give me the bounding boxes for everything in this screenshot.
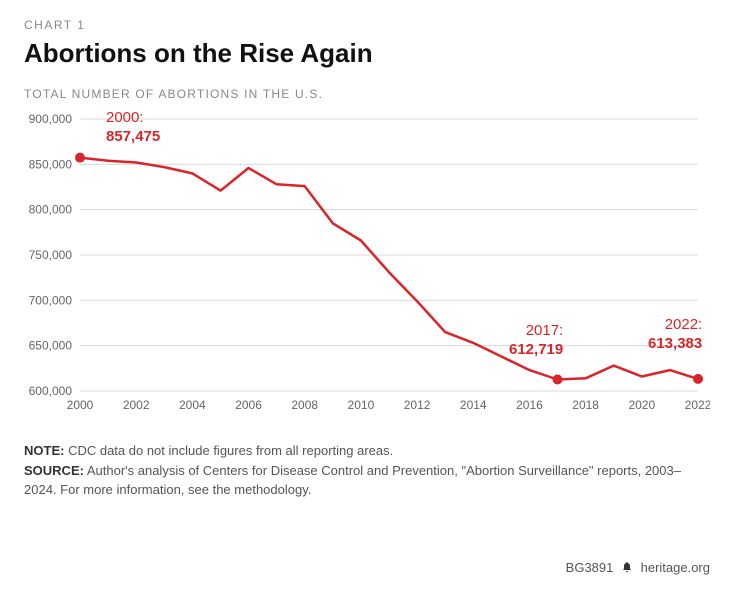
footer: BG3891 heritage.org	[566, 560, 710, 576]
chart-title: Abortions on the Rise Again	[24, 38, 710, 69]
svg-text:2008: 2008	[291, 398, 318, 412]
chart-svg: 600,000 650,000 700,000 750,000 800,000 850,0…	[24, 109, 710, 419]
annotation-year: 2000:	[106, 109, 160, 128]
svg-text:650,000: 650,000	[29, 339, 73, 353]
footer-id: BG3891	[566, 560, 614, 575]
svg-text:2018: 2018	[572, 398, 599, 412]
svg-text:2002: 2002	[123, 398, 150, 412]
svg-text:750,000: 750,000	[29, 248, 73, 262]
line-chart: 600,000 650,000 700,000 750,000 800,000 850,0…	[24, 109, 710, 419]
svg-text:2006: 2006	[235, 398, 262, 412]
source-text: Author's analysis of Centers for Disease…	[24, 463, 681, 498]
svg-text:2014: 2014	[460, 398, 487, 412]
footer-site: heritage.org	[641, 560, 710, 575]
annotation-value: 613,383	[648, 335, 702, 354]
annotation-year: 2017:	[509, 322, 563, 341]
svg-text:2016: 2016	[516, 398, 543, 412]
svg-text:2000: 2000	[67, 398, 94, 412]
svg-text:600,000: 600,000	[29, 384, 73, 398]
svg-text:900,000: 900,000	[29, 112, 73, 126]
svg-text:2020: 2020	[628, 398, 655, 412]
source-label: SOURCE:	[24, 463, 84, 478]
annotation-value: 612,719	[509, 341, 563, 360]
svg-text:2012: 2012	[404, 398, 431, 412]
annotation-year: 2022:	[648, 316, 702, 335]
chart-annotation: 2022:613,383	[648, 316, 702, 354]
svg-text:850,000: 850,000	[29, 157, 73, 171]
chart-number-label: CHART 1	[24, 18, 710, 32]
chart-notes: NOTE: CDC data do not include figures fr…	[24, 441, 710, 500]
note-text: CDC data do not include figures from all…	[64, 443, 393, 458]
svg-text:2010: 2010	[348, 398, 375, 412]
note-label: NOTE:	[24, 443, 64, 458]
bell-icon	[621, 561, 633, 576]
svg-text:2022: 2022	[685, 398, 710, 412]
svg-text:700,000: 700,000	[29, 293, 73, 307]
svg-text:800,000: 800,000	[29, 203, 73, 217]
annotation-value: 857,475	[106, 128, 160, 147]
chart-annotation: 2017:612,719	[509, 322, 563, 360]
svg-text:2004: 2004	[179, 398, 206, 412]
chart-annotation: 2000:857,475	[106, 109, 160, 147]
chart-subtitle: TOTAL NUMBER OF ABORTIONS IN THE U.S.	[24, 87, 710, 101]
